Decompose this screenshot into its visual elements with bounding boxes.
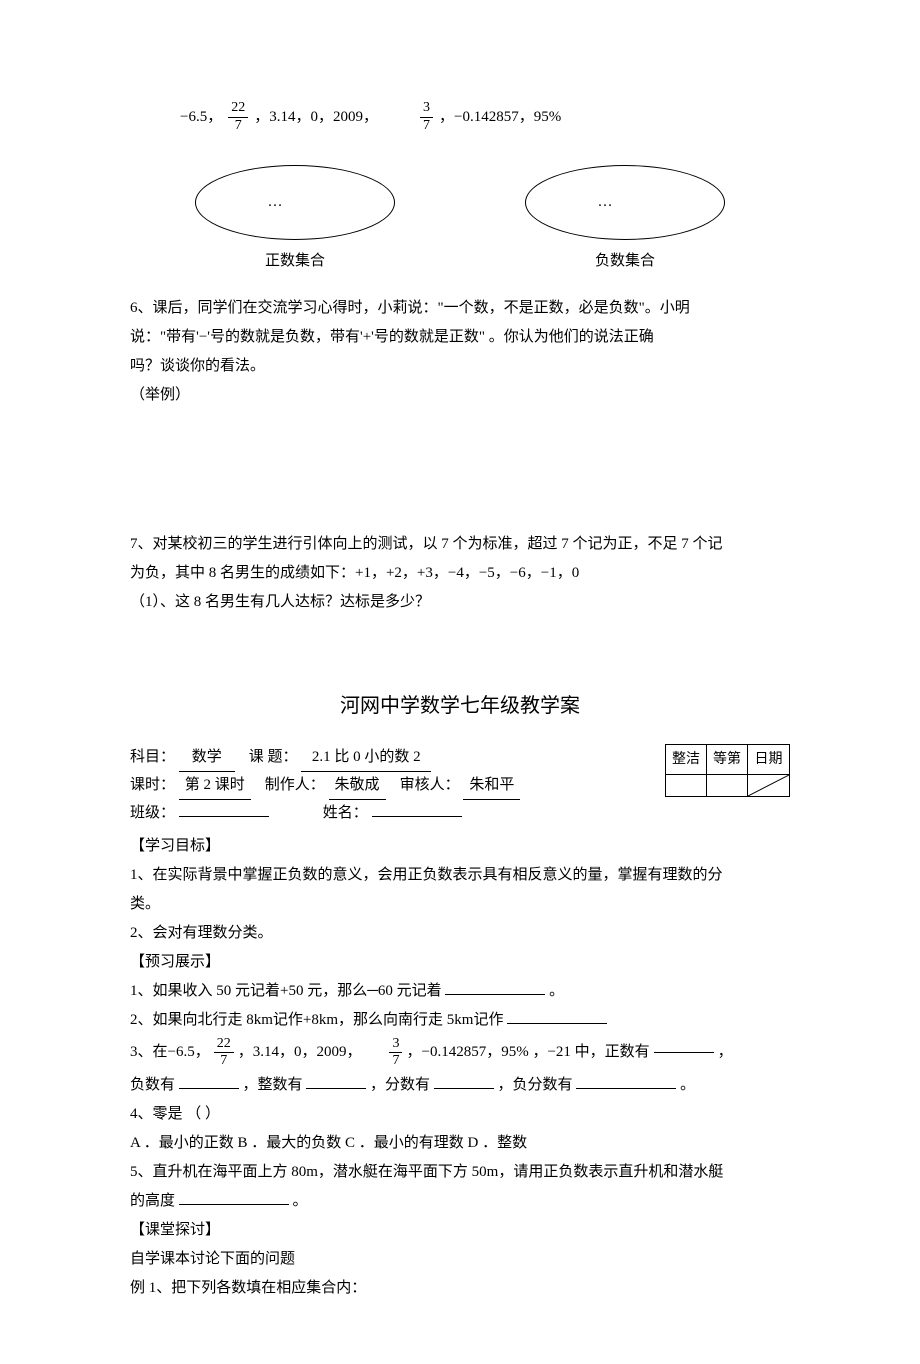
question-6-line2: 说："带有'−'号的数就是负数，带有'+'号的数就是正数" 。你认为他们的说法正… [130,324,790,351]
discuss-1: 自学课本讨论下面的问题 [130,1246,790,1273]
question-6-line3: 吗？谈谈你的看法。 [130,353,790,380]
blank-field [179,1204,289,1205]
negative-set-label: 负数集合 [525,248,725,275]
num-text: ，−0.142857，95% [439,104,561,131]
preview-4: 4、零是 （ ） [130,1101,790,1128]
positive-set-label: 正数集合 [195,248,395,275]
grade-cell-date-diag [748,774,790,796]
fraction-3-7: 3 7 [420,100,433,135]
fraction-3-7: 3 7 [389,1036,402,1071]
preview-3b: 负数有 ，整数有 ，分数有 ，负分数有 。 [130,1072,790,1099]
blank-field [654,1052,714,1053]
grade-header-grade: 等第 [707,744,748,774]
grade-header-clean: 整洁 [666,744,707,774]
blank-field [306,1088,366,1089]
positive-set-oval: … [195,165,395,240]
class-blank [179,816,269,817]
author-label: 制作人： [265,777,325,793]
blank-field [179,1088,239,1089]
grade-header-date: 日期 [748,744,790,774]
goals-heading: 【学习目标】 [130,833,790,860]
subject-value: 数学 [179,744,235,772]
class-label: 班级： [130,805,175,821]
topic-value: 2.1 比 0 小的数 2 [301,744,431,772]
blank-field [576,1088,676,1089]
ellipsis: … [598,189,613,216]
goal-1b: 类。 [130,891,790,918]
preview-1: 1、如果收入 50 元记着+50 元，那么─60 元记着 。 [130,978,790,1005]
name-blank [372,816,462,817]
negative-set-oval: … [525,165,725,240]
grade-cell-grade [707,774,748,796]
discuss-2: 例 1、把下列各数填在相应集合内： [130,1275,790,1302]
question-7-line3: （1）、这 8 名男生有几人达标？达标是多少？ [130,589,790,616]
question-7-line2: 为负，其中 8 名男生的成绩如下：+1，+2，+3，−4，−5，−6，−1，0 [130,560,790,587]
discuss-heading: 【课堂探讨】 [130,1217,790,1244]
reviewer-value: 朱和平 [463,772,520,800]
question-6-line4: （举例） [130,382,790,409]
header-info-section: 科目： 数学 课 题： 2.1 比 0 小的数 2 课时： 第 2 课时 制作人… [130,744,790,827]
preview-2: 2、如果向北行走 8km记作+8km，那么向南行走 5km记作 [130,1007,790,1034]
numbers-expression: −6.5， 22 7 ，3.14，0，2009， 3 7 ，−0.142857，… [180,100,790,135]
blank-field [434,1088,494,1089]
reviewer-label: 审核人： [400,777,460,793]
grade-cell-clean [666,774,707,796]
fraction-22-7: 22 7 [214,1036,234,1071]
num-text: −6.5， [180,104,222,131]
preview-5b: 的高度 。 [130,1188,790,1215]
set-ovals-row: … … [130,165,790,240]
oval-labels-row: 正数集合 负数集合 [130,248,790,275]
fraction-22-7: 22 7 [228,100,248,135]
preview-5a: 5、直升机在海平面上方 80m，潜水艇在海平面下方 50m，请用正负数表示直升机… [130,1159,790,1186]
preview-3: 3、在−6.5， 22 7 ，3.14，0，2009， 3 7 ，−0.1428… [130,1036,790,1071]
preview-4-options: A ．最小的正数 B ．最大的负数 C ．最小的有理数 D ．整数 [130,1130,790,1157]
topic-label: 课 题： [249,749,298,765]
page-title: 河网中学数学七年级教学案 [130,688,790,724]
ellipsis: … [268,189,283,216]
period-label: 课时： [130,777,175,793]
author-value: 朱敬成 [329,772,386,800]
period-value: 第 2 课时 [179,772,251,800]
blank-field [445,994,545,995]
preview-heading: 【预习展示】 [130,949,790,976]
grade-table: 整洁 等第 日期 [665,744,790,797]
subject-label: 科目： [130,749,175,765]
diagonal-line-icon [748,775,789,796]
goal-2: 2、会对有理数分类。 [130,920,790,947]
question-6-line1: 6、课后，同学们在交流学习心得时，小莉说："一个数，不是正数，必是负数"。小明 [130,295,790,322]
goal-1: 1、在实际背景中掌握正负数的意义，会用正负数表示具有相反意义的量，掌握有理数的分 [130,862,790,889]
num-text: ，3.14，0，2009， [254,104,378,131]
name-label: 姓名： [323,805,368,821]
question-7-line1: 7、对某校初三的学生进行引体向上的测试，以 7 个为标准，超过 7 个记为正，不… [130,531,790,558]
blank-field [507,1023,607,1024]
